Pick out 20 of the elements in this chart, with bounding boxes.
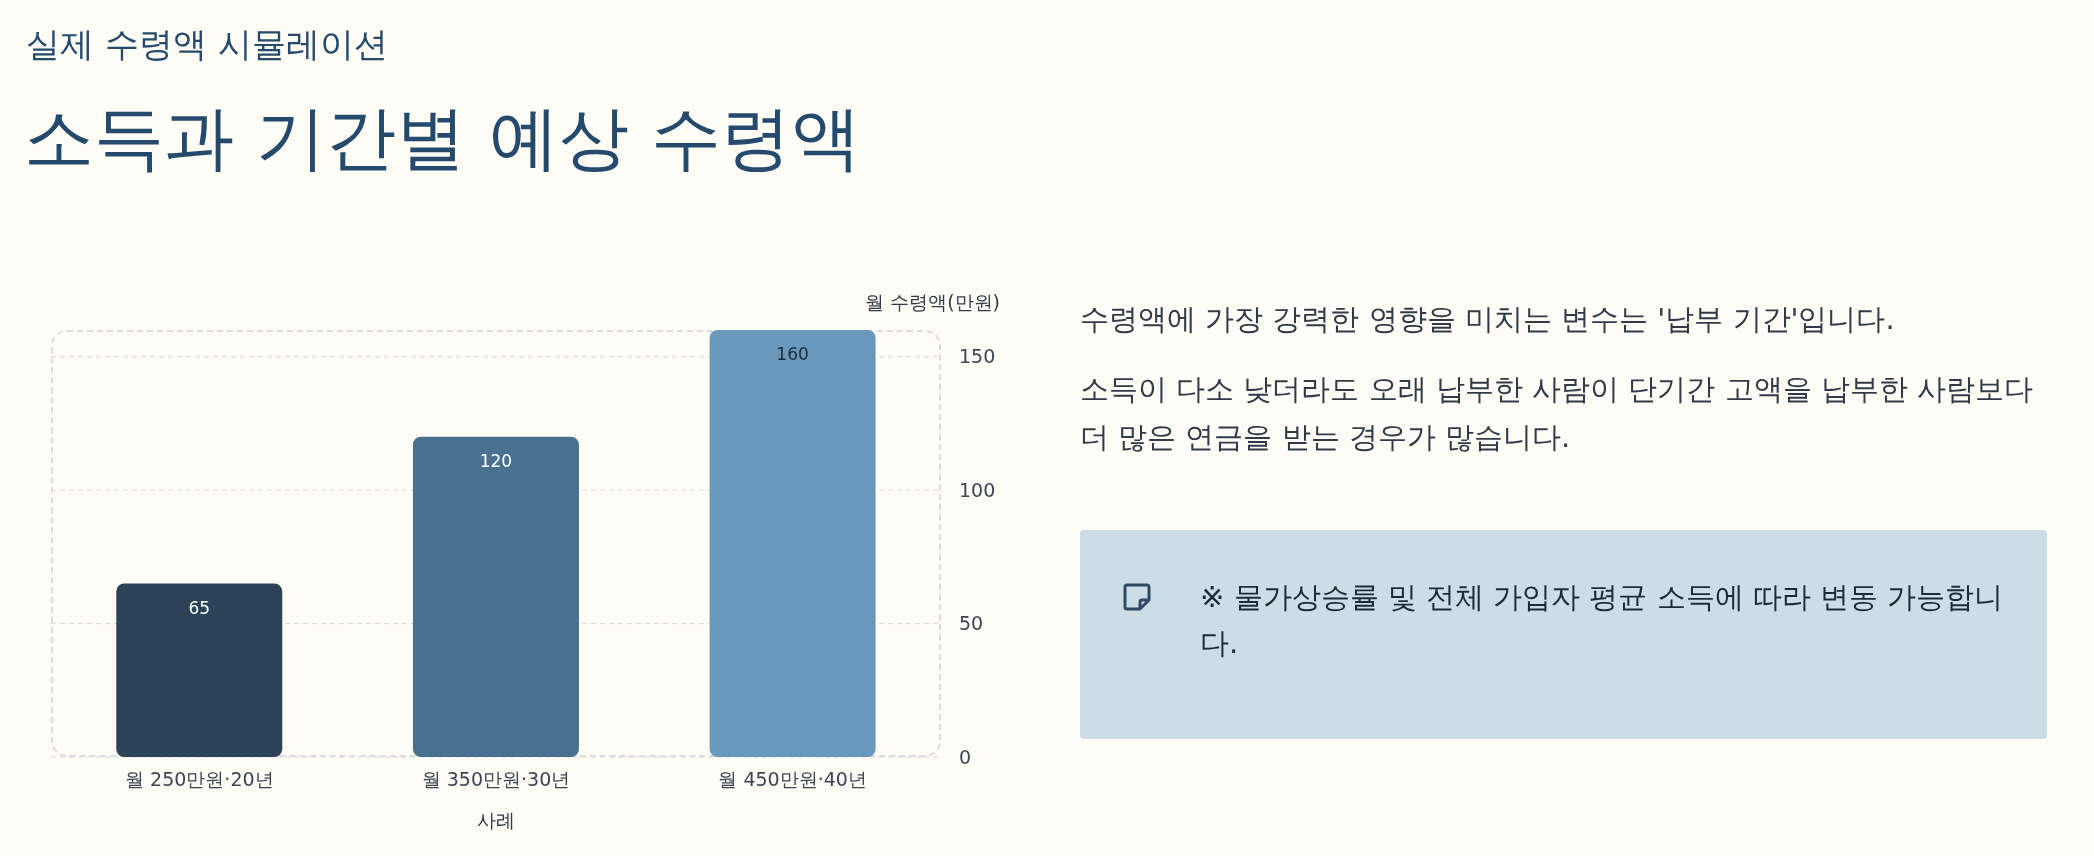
text: 소득이 다소 낮더라도 오래 납부한 사람이 단기간 고액을 납부한 사람보다 더 많은 연금을 받는 경우가 많습니다. bbox=[1080, 370, 2034, 456]
chart-subtitle: 실제 수령액 시뮬레이션 bbox=[26, 23, 388, 66]
bar bbox=[412, 436, 579, 757]
y-tick-label: 100 bbox=[959, 478, 996, 501]
data-label: 120 bbox=[479, 450, 513, 471]
chart-title: 소득과 기간별 예상 수령액 bbox=[24, 96, 861, 181]
y-tick-label: 0 bbox=[959, 745, 972, 768]
y-tick-label: 50 bbox=[959, 612, 984, 635]
y-axis-title: 월 수령액(만원) bbox=[865, 290, 1000, 315]
x-tick-label: 월 250만원·20년 bbox=[125, 768, 274, 791]
data-label: 65 bbox=[188, 597, 211, 618]
x-tick-label: 월 450만원·40년 bbox=[718, 768, 867, 791]
text: 수령액에 가장 강력한 영향을 미치는 변수는 '납부 기간'입니다. bbox=[1080, 301, 1896, 338]
text: ※ 물가상승률 및 전체 가입자 평균 소득에 따라 변동 가능합니다. bbox=[1200, 579, 2005, 663]
y-tick-label: 150 bbox=[959, 345, 996, 368]
x-tick-label: 월 350만원·30년 bbox=[421, 768, 571, 791]
x-axis-title: 사례 bbox=[476, 808, 516, 833]
bar bbox=[709, 330, 876, 757]
data-label: 160 bbox=[776, 344, 809, 364]
bar bbox=[116, 583, 283, 757]
